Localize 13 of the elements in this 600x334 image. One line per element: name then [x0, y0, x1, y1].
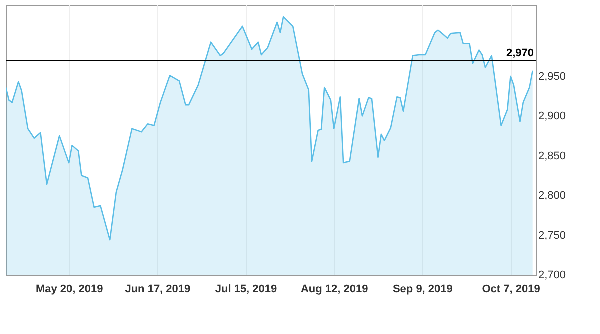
x-tick-label: Jul 15, 2019	[215, 284, 278, 296]
y-tick-label: 2,800	[538, 190, 566, 202]
y-tick-label: 2,950	[538, 70, 566, 83]
y-tick-label: 2,750	[538, 230, 566, 242]
x-tick-label: Sep 9, 2019	[392, 284, 453, 296]
ref-line-label: 2,970	[506, 48, 534, 60]
y-tick-label: 2,900	[538, 110, 566, 123]
y-tick-label: 2,850	[538, 150, 566, 162]
x-tick-label: Jun 17, 2019	[125, 284, 191, 296]
x-tick-label: May 20, 2019	[36, 284, 104, 296]
x-tick-label: Aug 12, 2019	[300, 284, 368, 296]
y-tick-label: 2,700	[538, 270, 566, 282]
x-tick-label: Oct 7, 2019	[482, 284, 540, 296]
